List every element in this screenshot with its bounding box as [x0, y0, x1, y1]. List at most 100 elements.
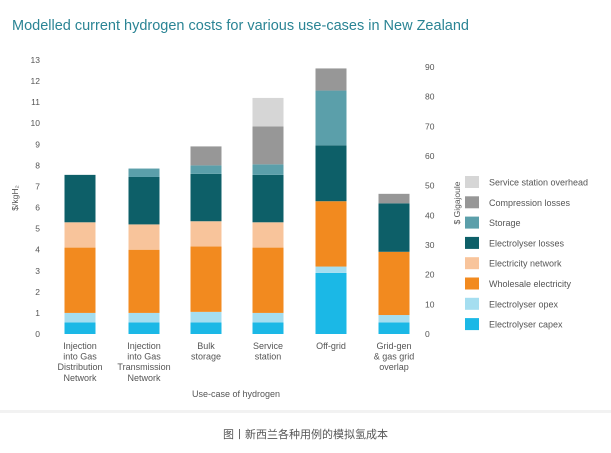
legend-label: Electrolyser capex [489, 320, 563, 330]
bar-segment [190, 322, 222, 334]
x-category-label: into Gas [63, 352, 97, 362]
bar-segment [190, 221, 222, 247]
bar-segment [190, 173, 222, 222]
legend-swatch [465, 176, 479, 188]
y-tick-label: 10 [31, 118, 41, 128]
legend-label: Service station overhead [489, 178, 588, 188]
bar-segment [128, 224, 160, 250]
bar-segment [315, 266, 347, 273]
bar-segment [252, 164, 284, 175]
x-category-label: Network [127, 373, 161, 383]
x-category-label: overlap [379, 362, 409, 372]
y-tick-label: 3 [35, 266, 40, 276]
legend-swatch [465, 196, 479, 209]
chart-title: Modelled current hydrogen costs for vari… [12, 18, 469, 34]
legend-swatch [465, 277, 479, 290]
bar-segment [190, 165, 222, 174]
y-tick-label: 0 [35, 329, 40, 339]
bar-segment [64, 312, 96, 323]
y2-tick-label: 40 [425, 210, 435, 220]
bar-segment [64, 247, 96, 313]
legend-label: Electrolyser losses [489, 238, 565, 248]
x-category-label: storage [191, 352, 221, 362]
x-category-label: Injection [63, 341, 97, 351]
y2-tick-label: 90 [425, 62, 435, 72]
bar-segment [315, 68, 347, 91]
legend-swatch [465, 297, 479, 310]
y-tick-label: 13 [31, 55, 41, 65]
bar-segment [128, 176, 160, 225]
legend-swatch [465, 318, 479, 331]
y2-axis-title: $ Gigajoule [452, 181, 462, 224]
bar-segment [252, 174, 284, 223]
figure-caption: 图丨新西兰各种用例的模拟氢成本 [223, 428, 388, 441]
legend-swatch [465, 257, 479, 270]
y-tick-label: 9 [35, 139, 40, 149]
bar-segment [378, 193, 410, 204]
bar-segment [315, 201, 347, 267]
x-category-label: Grid-gen [376, 341, 411, 351]
bar-segment [128, 249, 160, 313]
legend-label: Electrolyser opex [489, 299, 559, 309]
bar-segment [190, 311, 222, 323]
y2-tick-label: 60 [425, 151, 435, 161]
bar-segment [64, 222, 96, 248]
x-category-label: Injection [127, 341, 161, 351]
y-tick-label: 1 [35, 308, 40, 318]
bar-segment [128, 168, 160, 177]
y-tick-label: 7 [35, 181, 40, 191]
x-axis-title: Use-case of hydrogen [192, 389, 280, 399]
bar-segment [128, 312, 160, 323]
bottom-band [0, 410, 611, 413]
bar-segment [128, 322, 160, 334]
bar-segment [252, 126, 284, 165]
bar-segment [315, 90, 347, 146]
y2-tick-label: 50 [425, 181, 435, 191]
legend-label: Electricity network [489, 259, 562, 269]
bar-segment [64, 322, 96, 334]
x-category-label: Transmission [117, 362, 170, 372]
y-tick-label: 8 [35, 160, 40, 170]
bar-segment [64, 174, 96, 223]
y2-tick-label: 10 [425, 299, 435, 309]
y-tick-label: 12 [31, 76, 41, 86]
x-category-label: Distribution [57, 362, 102, 372]
bar-segment [315, 272, 347, 334]
bar-segment [315, 145, 347, 202]
bar-segment [190, 246, 222, 312]
legend-swatch [465, 236, 479, 249]
x-category-label: Service [253, 341, 283, 351]
y2-tick-label: 20 [425, 270, 435, 280]
legend-label: Compression losses [489, 198, 571, 208]
legend-swatch [465, 216, 479, 229]
y-tick-label: 5 [35, 224, 40, 234]
bar-segment [252, 97, 284, 127]
y2-tick-label: 70 [425, 121, 435, 131]
bar-segment [378, 322, 410, 334]
x-category-label: station [255, 352, 282, 362]
bar-segment [190, 146, 222, 166]
bar-segment [252, 247, 284, 313]
x-category-label: Network [63, 373, 97, 383]
y-axis-title: $/kgH₂ [10, 185, 20, 211]
bar-segment [378, 203, 410, 252]
x-category-label: Off-grid [316, 341, 346, 351]
x-category-label: Bulk [197, 341, 215, 351]
bar-segment [378, 251, 410, 316]
legend-label: Storage [489, 218, 521, 228]
bar-segment [252, 222, 284, 248]
x-category-label: into Gas [127, 352, 161, 362]
bar-segment [378, 315, 410, 323]
legend-label: Wholesale electricity [489, 279, 572, 289]
y2-tick-label: 80 [425, 92, 435, 102]
y-tick-label: 2 [35, 287, 40, 297]
bar-segment [252, 312, 284, 323]
y-tick-label: 11 [31, 97, 40, 107]
bar-segment [252, 322, 284, 334]
y2-tick-label: 30 [425, 240, 435, 250]
x-category-label: & gas grid [374, 352, 415, 362]
y2-tick-label: 0 [425, 329, 430, 339]
y-tick-label: 4 [35, 245, 40, 255]
y-tick-label: 6 [35, 203, 40, 213]
